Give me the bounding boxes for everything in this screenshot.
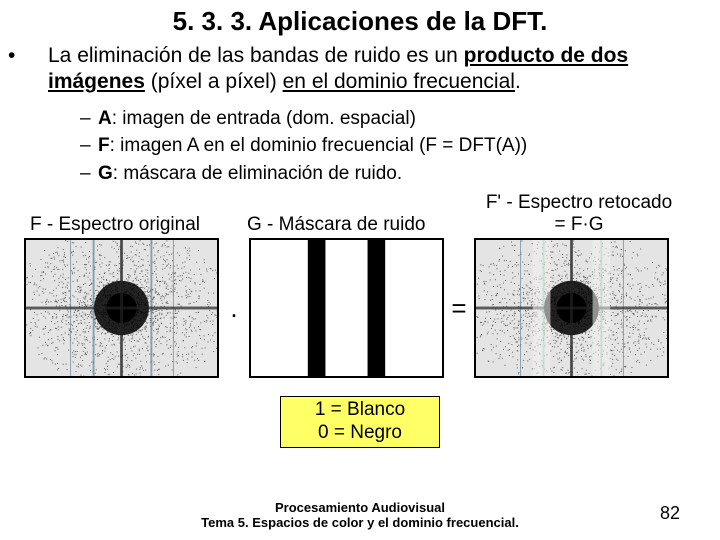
image-labels-row: F - Espectro original G - Máscara de rui… [0, 190, 720, 238]
g-mask-image [249, 238, 444, 378]
label-fp-line2: = F·G [464, 214, 694, 236]
sub-item-letter: F [98, 135, 110, 156]
f-spectrum-image [24, 238, 219, 378]
slide-title: 5. 3. 3. Aplicaciones de la DFT. [0, 0, 720, 41]
sub-item: –G: máscara de eliminación de ruido. [80, 161, 720, 189]
sub-item-rest: : imagen A en el dominio frecuencial (F … [110, 135, 528, 156]
bullet-text-prefix: La eliminación de las bandas de ruido es… [48, 44, 464, 67]
images-row: . = [0, 238, 720, 378]
equals-operator: = [450, 293, 468, 324]
sub-item-letter: A [98, 108, 112, 129]
footer-line1: Procesamiento Audiovisual [0, 500, 720, 515]
sub-item-rest: : imagen de entrada (dom. espacial) [112, 108, 416, 129]
legend-box: 1 = Blanco 0 = Negro [280, 396, 440, 448]
sub-item: –A: imagen de entrada (dom. espacial) [80, 106, 720, 134]
bullet-text-tail: en el dominio frecuencial [283, 70, 515, 93]
main-bullet: •La eliminación de las bandas de ruido e… [0, 41, 720, 100]
label-fprime-spectrum: F' - Espectro retocado = F·G [464, 192, 694, 236]
footer: Procesamiento Audiovisual Tema 5. Espaci… [0, 500, 720, 530]
sub-item-rest: : máscara de eliminación de ruido. [113, 163, 402, 184]
legend-line2: 0 = Negro [285, 422, 435, 445]
sub-list: –A: imagen de entrada (dom. espacial) –F… [0, 100, 720, 191]
legend-line1: 1 = Blanco [285, 399, 435, 422]
label-g-mask: G - Máscara de ruido [229, 214, 464, 236]
bullet-dot: • [28, 43, 48, 69]
fprime-spectrum-image [474, 238, 669, 378]
footer-line2: Tema 5. Espacios de color y el dominio f… [0, 515, 720, 530]
label-f-spectrum: F - Espectro original [24, 214, 229, 236]
page-number: 82 [660, 503, 680, 524]
sub-item: –F: imagen A en el dominio frecuencial (… [80, 133, 720, 161]
bullet-text-suffix: (píxel a píxel) [145, 70, 283, 93]
label-fp-line1: F' - Espectro retocado [464, 192, 694, 214]
bullet-period: . [515, 70, 521, 93]
multiply-operator: . [225, 293, 243, 324]
sub-item-letter: G [98, 163, 113, 184]
